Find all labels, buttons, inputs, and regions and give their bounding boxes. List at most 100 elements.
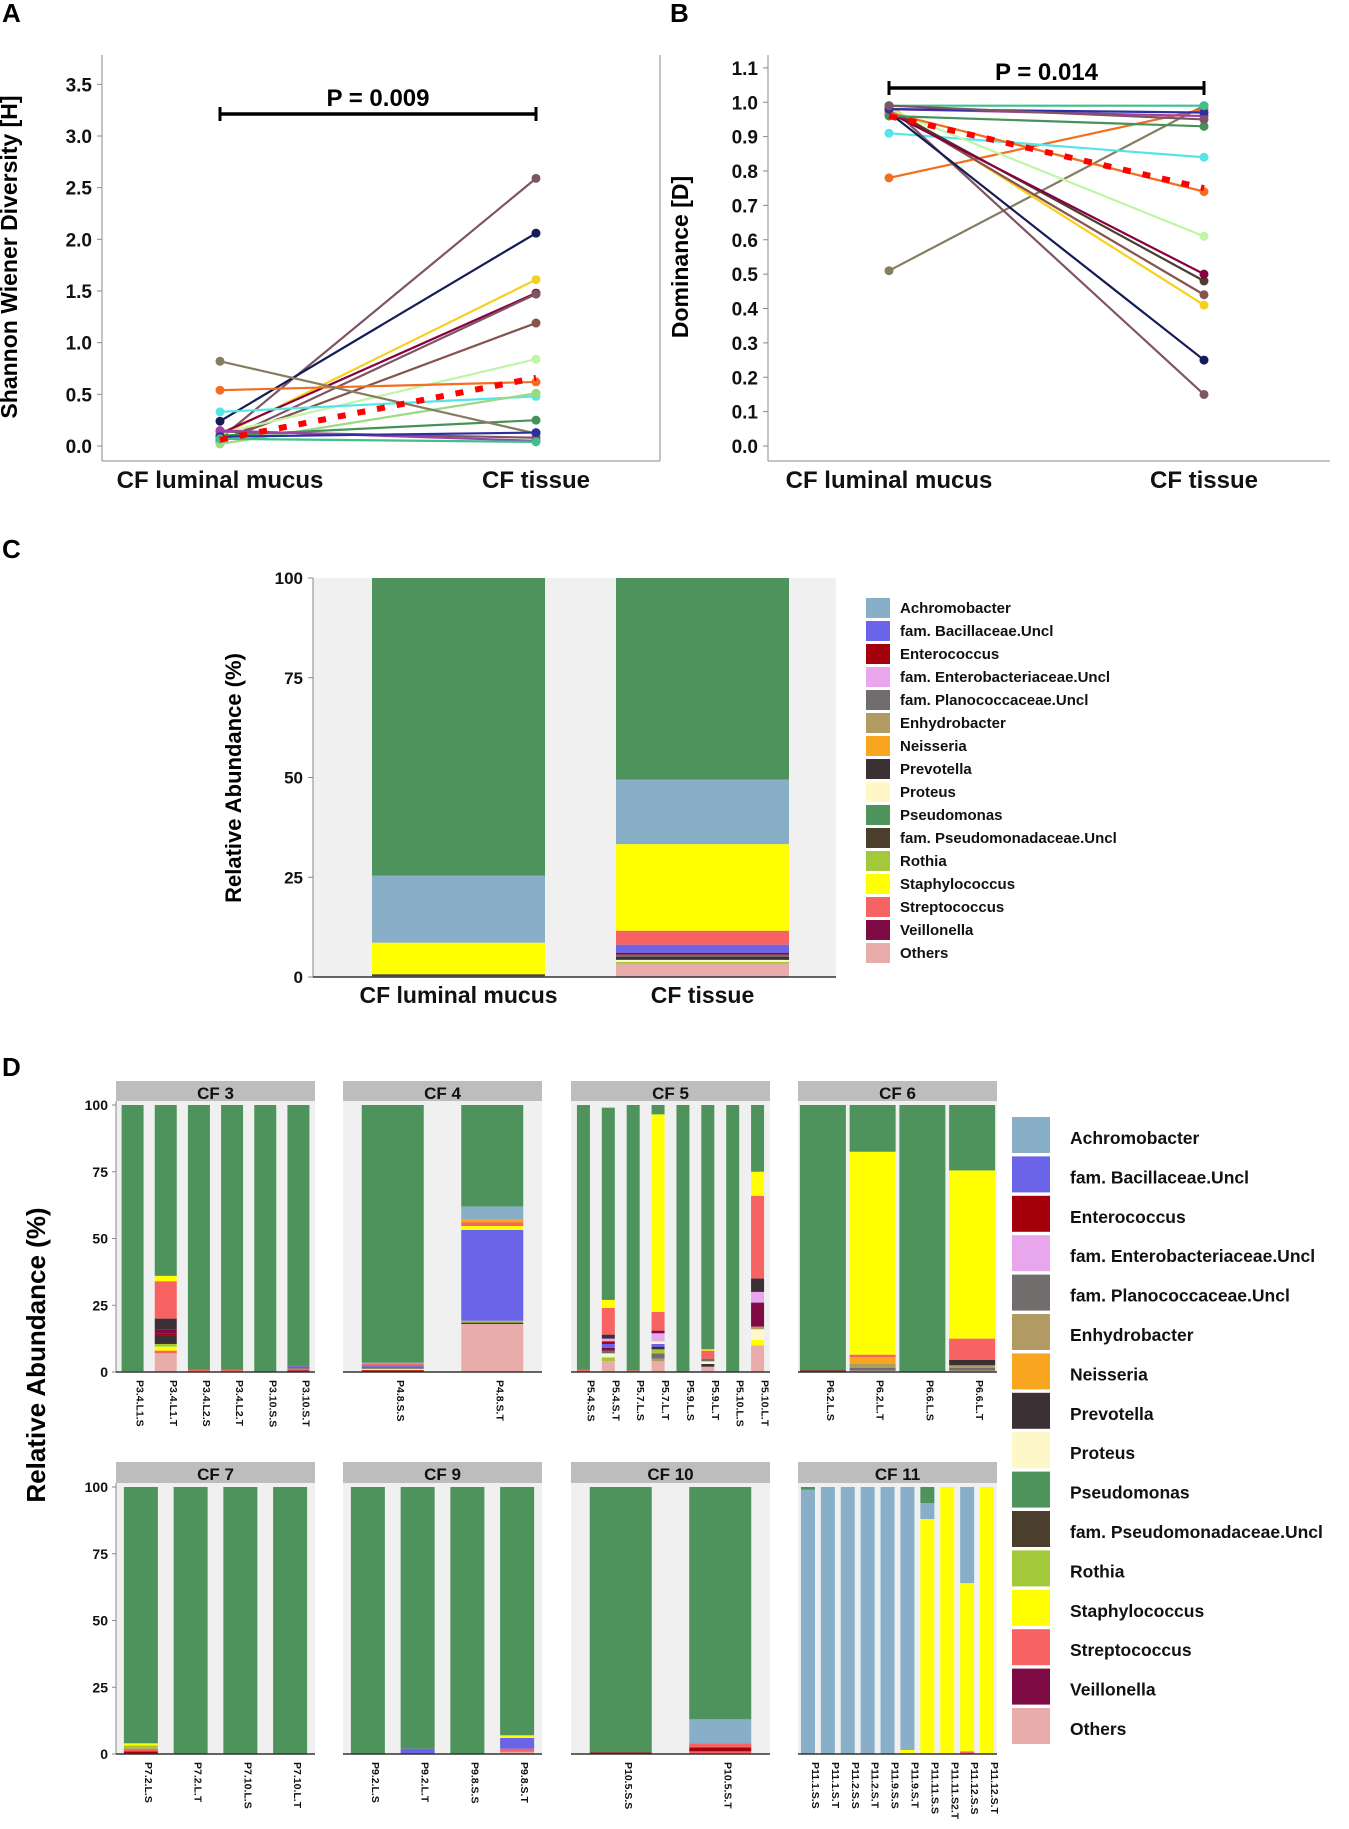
bar-segment (601, 1299, 615, 1308)
bar-segment (616, 952, 789, 955)
stacked-bar (173, 1487, 208, 1754)
y-tick-label: 0.0 (732, 437, 758, 458)
bar-segment (949, 1359, 996, 1366)
legend-label: fam. Bacillaceae.Uncl (1070, 1167, 1249, 1187)
legend-swatch (1012, 1235, 1050, 1272)
bar-segment (949, 1367, 996, 1371)
panel-label: B (670, 0, 689, 28)
panel-label: C (2, 534, 21, 564)
sample-label: P3.4.L2.S (200, 1380, 212, 1427)
bar-segment (361, 1363, 424, 1366)
bar-segment (400, 1487, 435, 1749)
data-point (531, 377, 541, 387)
facet-title: CF 3 (197, 1084, 234, 1103)
facet-cf-9: CF 9 P9.2.L.S P9.2.L.T P9.8.S.S P9.8.S.T (343, 1462, 542, 1803)
bar-segment (254, 1105, 277, 1372)
legend-label: Proteus (1070, 1443, 1135, 1463)
bar-segment (751, 1326, 765, 1330)
legend-swatch (1012, 1156, 1050, 1193)
y-tick-label: 0.0 (66, 437, 92, 458)
data-point (1199, 108, 1209, 118)
bar-segment (849, 1367, 896, 1371)
stacked-bar (461, 1105, 524, 1372)
data-point (1199, 269, 1209, 279)
bar-segment (576, 1369, 590, 1372)
bar-segment (651, 1353, 665, 1359)
bar-segment (800, 1489, 815, 1754)
bar-segment (154, 1343, 177, 1347)
facet-title: CF 6 (879, 1084, 916, 1103)
stacked-bar (751, 1105, 765, 1372)
bar-segment (500, 1751, 535, 1754)
series-segment (219, 177, 537, 440)
y-tick-label: 50 (284, 769, 303, 788)
legend-label: Rothia (900, 853, 947, 870)
bar-segment (287, 1368, 310, 1371)
facet-title: CF 10 (647, 1465, 693, 1484)
bar-segment (751, 1302, 765, 1327)
panel-D: D Relative Abundance (%) CF 3 0 25 50 75 100 P3.… (2, 1052, 1323, 1820)
panel-label: A (2, 0, 21, 28)
data-point (1199, 231, 1209, 241)
bar-segment (849, 1357, 896, 1364)
stacked-bar (799, 1105, 846, 1372)
stacked-bar (726, 1105, 740, 1372)
series-line-15 (884, 101, 1209, 124)
stacked-bar (899, 1105, 946, 1372)
panel-B: B 0.0 0.1 0.2 0.3 0.4 0.5 0.6 0.7 0.8 0.9 1.0 1.1 Dom… (667, 0, 1330, 494)
legend-label: Veillonella (1070, 1680, 1156, 1700)
y-tick-label: 2.0 (66, 230, 92, 251)
bar-segment (940, 1487, 955, 1754)
legend-swatch (866, 782, 890, 802)
legend-swatch (866, 897, 890, 917)
bar-segment (500, 1737, 535, 1749)
bar-segment (154, 1346, 177, 1351)
stacked-bar (616, 578, 789, 977)
facet-title: CF 7 (197, 1465, 234, 1484)
data-point (531, 173, 541, 183)
bar-segment (123, 1487, 158, 1744)
sample-label: P5.10.L.T (759, 1380, 771, 1427)
data-point (884, 101, 894, 111)
legend-label: Pseudomonas (1070, 1483, 1190, 1503)
sample-label: P4.8.S.T (493, 1380, 505, 1421)
legend-swatch (1012, 1432, 1050, 1469)
facet-strip (571, 1462, 770, 1486)
bar-segment (616, 954, 789, 957)
y-tick-label: 2.5 (66, 179, 93, 200)
legend-label: Neisseria (900, 738, 967, 755)
bar-segment (751, 1345, 765, 1372)
facet-strip (798, 1462, 997, 1486)
bar-segment (751, 1291, 765, 1303)
bar-segment (287, 1370, 310, 1372)
panel-label: D (2, 1052, 21, 1082)
series-segment (888, 108, 1205, 238)
stacked-bar (400, 1487, 435, 1754)
series-segment (888, 111, 1205, 361)
bar-segment (920, 1503, 935, 1520)
legend-swatch (866, 759, 890, 779)
stacked-bar (221, 1105, 244, 1372)
sample-label: P11.9.S.S (889, 1762, 901, 1809)
bar-segment (601, 1338, 615, 1342)
bar-segment (626, 1370, 640, 1372)
series-segment (219, 380, 537, 392)
bar-segment (123, 1745, 158, 1749)
legend-label: fam. Bacillaceae.Uncl (900, 623, 1053, 640)
sample-label: P5.10.L.S (734, 1380, 746, 1427)
bar-segment (601, 1334, 615, 1339)
data-point (531, 318, 541, 328)
bar-segment (123, 1748, 158, 1752)
x-category-label: CF tissue (651, 982, 755, 1008)
sample-label: P9.8.S.T (518, 1762, 530, 1803)
bar-segment (400, 1748, 435, 1754)
stacked-bar (849, 1105, 896, 1372)
x-category-label: CF luminal mucus (786, 467, 993, 494)
legend-label: Enterococcus (900, 646, 999, 663)
bar-segment (651, 1105, 665, 1115)
y-tick-label: 100 (85, 1097, 109, 1113)
bar-segment (500, 1735, 535, 1738)
series-line-5 (215, 318, 541, 446)
series-line-2 (215, 275, 541, 441)
sample-label: P5.4.S.S (584, 1380, 596, 1421)
